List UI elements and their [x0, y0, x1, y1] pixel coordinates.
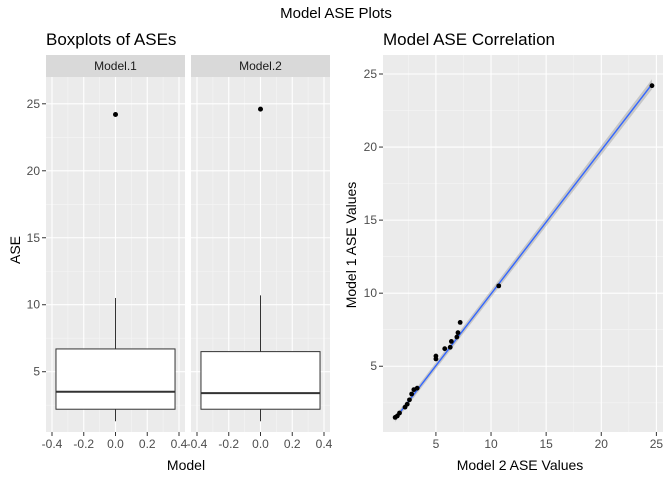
boxplot-x-tick-label: -0.4 — [187, 437, 208, 451]
scatter-panel: 5 10 15 20 25 5 10 15 20 25 — [364, 55, 664, 451]
scatter-point — [457, 320, 463, 325]
scatter-point — [649, 83, 655, 89]
boxplot-facet: Model.1 -0.4 -0.2 0.0 0.2 0.4 — [42, 55, 188, 451]
boxplot-y-tick-label: 20 — [27, 164, 41, 178]
fit-line — [394, 83, 653, 420]
boxplot-x-tick-label: 0.0 — [107, 437, 124, 451]
scatter-x-tick-label: 15 — [539, 437, 553, 451]
scatter-point — [447, 344, 453, 350]
box-outlier-point — [113, 112, 118, 118]
boxplot-y-tick-label: 15 — [27, 231, 41, 245]
scatter-point — [496, 283, 502, 289]
boxplot-x-tick-label: 0.0 — [252, 437, 269, 451]
boxplot-y-tick-label: 10 — [27, 298, 41, 312]
facet-strip — [46, 55, 185, 77]
scatter-title: Model ASE Correlation — [383, 30, 555, 49]
scatter-x-tick-label: 5 — [433, 437, 440, 451]
box-iqr — [200, 351, 321, 410]
scatter-y-tick-label: 25 — [364, 67, 378, 81]
scatter-panel-background — [383, 55, 663, 432]
scatter-y-tick-label: 10 — [364, 286, 378, 300]
boxplot-y-axis-label: ASE — [7, 236, 23, 264]
scatter-point — [442, 346, 448, 352]
facet-strip-label: Model.1 — [94, 59, 137, 73]
figure-title: Model ASE Plots — [280, 5, 392, 22]
scatter-x-axis-label: Model 2 ASE Values — [457, 457, 584, 473]
scatter-point — [433, 353, 439, 359]
boxplot-y-tick-label: 5 — [33, 365, 40, 379]
scatter-y-tick-label: 20 — [364, 140, 378, 154]
scatter-x-tick-label: 10 — [484, 437, 498, 451]
boxplot-facet: Model.2 -0.4 -0.2 0.0 0.2 0.4 — [187, 55, 333, 451]
scatter-point — [448, 339, 454, 344]
boxplot-x-tick-label: 0.4 — [316, 437, 333, 451]
boxplot-x-tick-label: -0.2 — [73, 437, 94, 451]
boxplot-y-tick-label: 25 — [27, 97, 41, 111]
scatter-point — [455, 330, 461, 336]
facet-strip — [191, 55, 330, 77]
scatter-y-tick-label: 5 — [370, 359, 377, 373]
scatter-point — [407, 397, 412, 403]
boxplot-x-tick-label: 0.4 — [171, 437, 188, 451]
scatter-x-tick-label: 20 — [595, 437, 609, 451]
scatter-y-axis-label: Model 1 ASE Values — [343, 182, 359, 309]
boxplot-x-tick-label: 0.2 — [284, 437, 301, 451]
scatter-point — [454, 334, 460, 340]
boxplot-x-tick-label: -0.4 — [42, 437, 63, 451]
scatter-y-tick-label: 15 — [364, 213, 378, 227]
boxplot-x-tick-label: -0.2 — [218, 437, 239, 451]
scatter-point — [414, 385, 420, 391]
box-iqr — [55, 348, 176, 410]
facet-strip-label: Model.2 — [239, 59, 282, 73]
scatter-x-tick-label: 25 — [650, 437, 664, 451]
scatter-point — [404, 401, 410, 407]
boxplot-x-tick-label: 0.2 — [139, 437, 156, 451]
scatter-point — [409, 391, 415, 397]
boxplot-x-axis-label: Model — [167, 457, 205, 473]
box-outlier-point — [258, 106, 263, 112]
boxplot-title: Boxplots of ASEs — [46, 30, 176, 49]
scatter-point — [397, 410, 402, 416]
